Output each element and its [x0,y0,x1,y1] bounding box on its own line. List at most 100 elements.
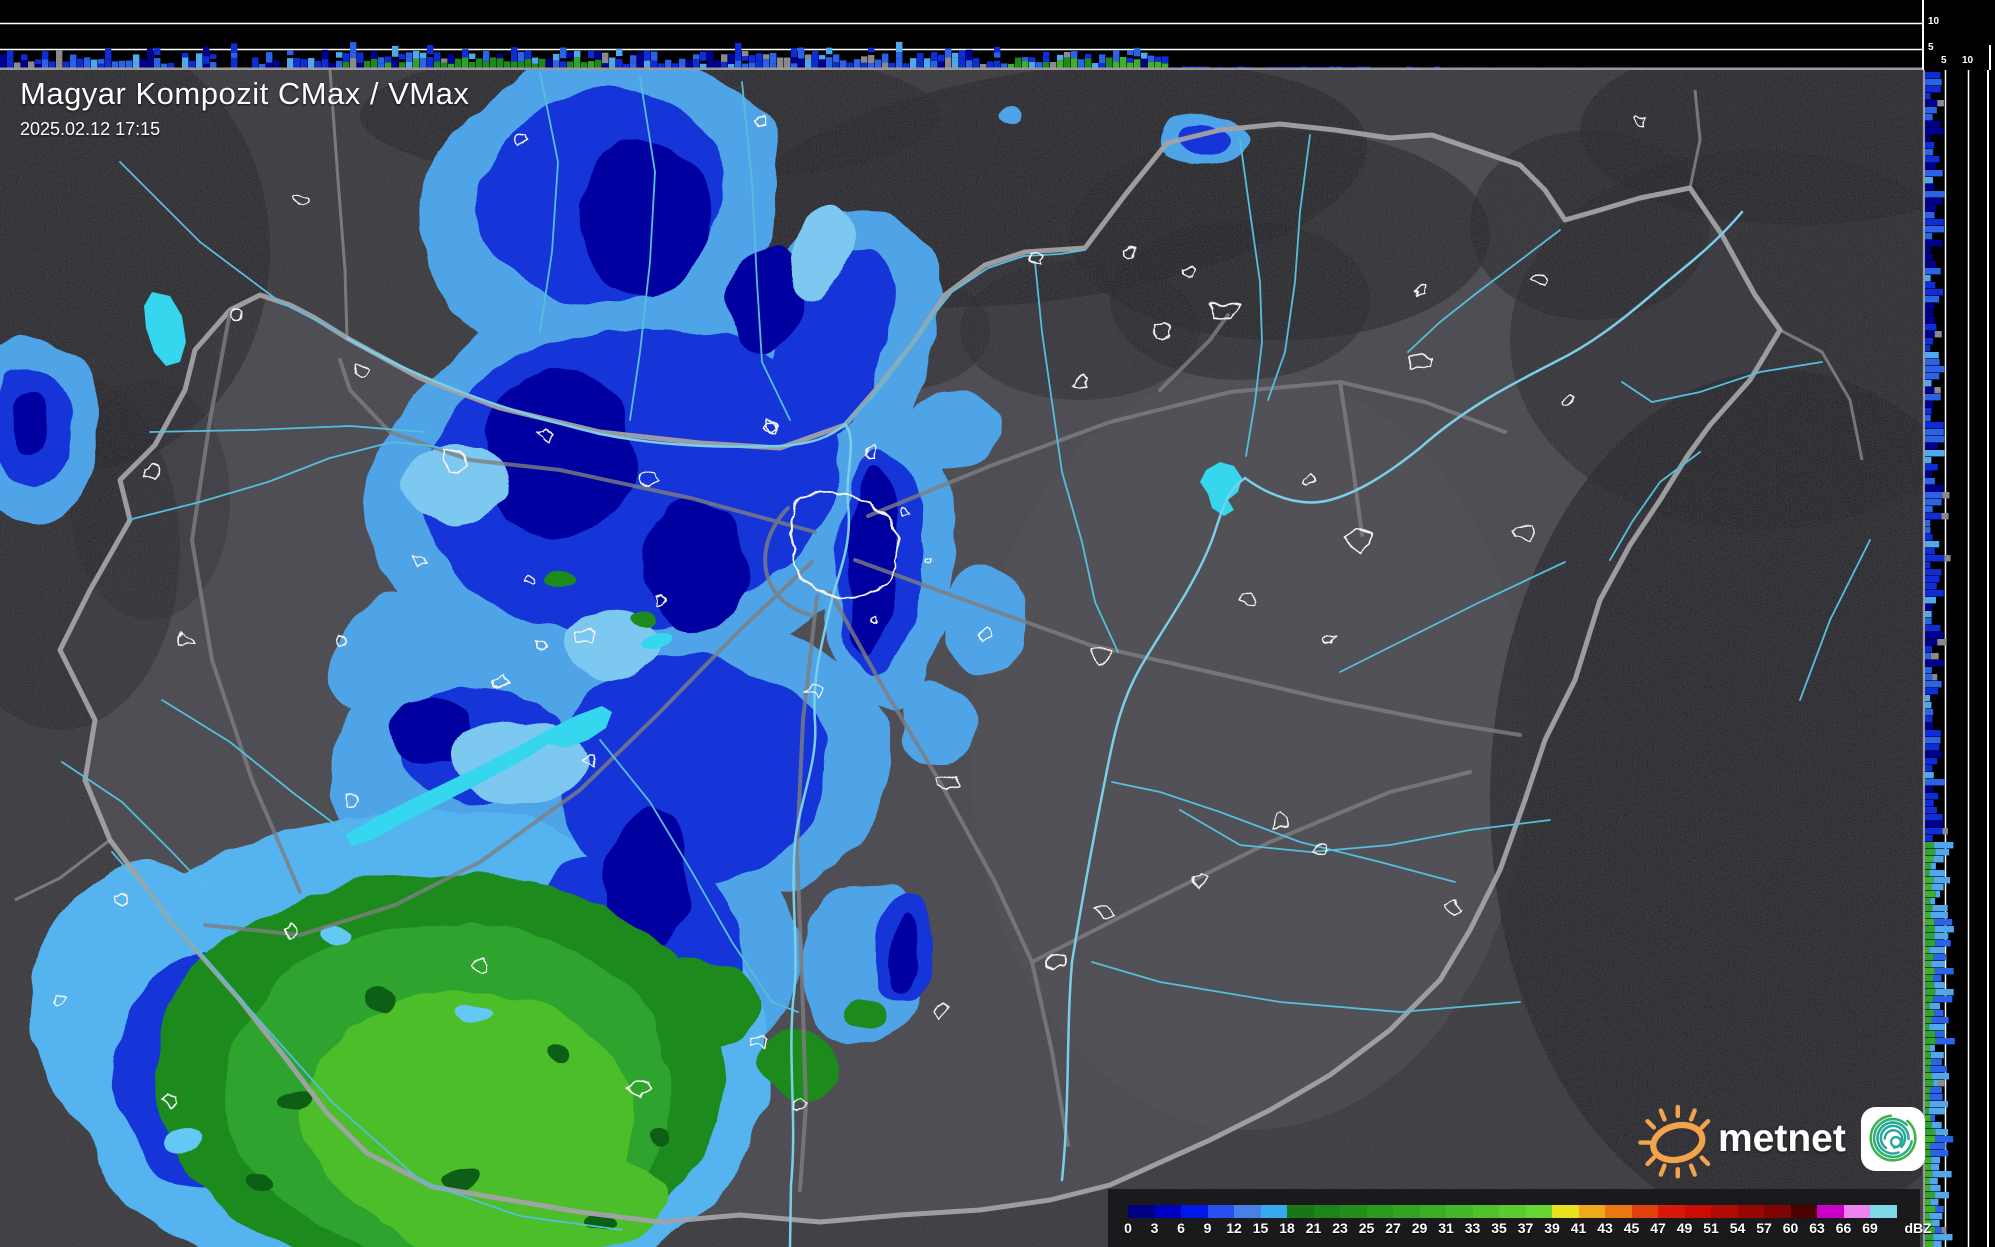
dbz-label-18: 18 [1279,1220,1295,1236]
city-outline [354,363,370,376]
city-budapest [789,491,898,599]
hungary-radar-map [0,0,1922,1247]
echo-lightblue-specks [160,924,485,1153]
dbz-swatch-39 [1552,1205,1579,1218]
dbz-swatch-63 [1817,1205,1844,1218]
dbz-swatch-29 [1419,1205,1446,1218]
city-outline [1562,395,1576,406]
dbz-swatch-27 [1393,1205,1420,1218]
city-outline [1045,952,1066,973]
right-axis-label-10: 10 [1962,55,1974,66]
dbz-swatch-6 [1181,1205,1208,1218]
city-outline [753,115,766,126]
frame-edge [1989,45,1991,70]
metnet-app-icon [1860,1106,1925,1172]
page-title: Magyar Kompozit CMax / VMax [20,76,470,111]
lakes [144,292,1242,846]
city-outline [514,134,528,147]
dbz-swatch-51 [1711,1205,1738,1218]
dbz-swatch-0 [1128,1205,1155,1218]
main-rivers [345,210,1744,1247]
city-outline [575,627,595,645]
dbz-label-60: 60 [1782,1220,1799,1236]
city-outline [53,994,67,1006]
city-outline [524,576,536,586]
city-outline [410,554,430,568]
dbz-label-49: 49 [1676,1220,1693,1236]
city-outline [1444,898,1463,916]
dbz-swatch-25 [1366,1205,1393,1218]
dbz-swatch-49 [1684,1205,1711,1218]
city-outline [443,449,469,475]
dbz-label-15: 15 [1252,1220,1269,1236]
dbz-color-bar [1128,1205,1897,1218]
dbz-label-54: 54 [1729,1220,1746,1236]
city-outline [1093,904,1116,919]
dbz-label-39: 39 [1544,1220,1560,1236]
dbz-swatch-33 [1472,1205,1499,1218]
echo-dark-blue [6,140,920,995]
city-outline [1511,524,1536,542]
sun-icon [1638,1104,1711,1179]
roads [189,310,1522,1192]
dbz-label-45: 45 [1623,1220,1640,1236]
city-outline [761,421,776,434]
dbz-swatch-12 [1234,1205,1261,1218]
city-outline [535,427,555,443]
city-outline [491,675,511,688]
metnet-logo: metnet [1636,1096,1926,1182]
city-outline [1091,646,1112,666]
city-outline [534,638,548,651]
dbz-label-9: 9 [1203,1220,1212,1236]
dbz-swatch-21 [1313,1205,1340,1218]
axis-corner: 10 5 5 10 [1922,0,1995,70]
city-outline [925,556,934,564]
dbz-swatch-60 [1790,1205,1817,1218]
city-outline [1271,811,1289,831]
dbz-label-12: 12 [1226,1220,1242,1236]
rivers [61,71,1871,1231]
city-outline [898,506,913,518]
city-outline [1322,635,1338,646]
dbz-swatch-57 [1764,1205,1791,1218]
dbz-label-0: 0 [1124,1220,1132,1236]
city-outline [1409,353,1433,369]
city-outline [1414,284,1427,297]
city-outline [1343,528,1374,555]
dbz-label-35: 35 [1491,1220,1507,1236]
lake-balaton [345,706,612,846]
city-outlines [53,113,1647,1113]
city-outline [581,754,597,768]
title-block: Magyar Kompozit CMax / VMax 2025.02.12 1… [20,76,469,140]
dbz-label-25: 25 [1358,1220,1375,1236]
city-outline [978,626,991,642]
top-axis-label-5: 5 [1928,42,1934,53]
map-area [0,0,1922,1247]
dbz-legend: 0 3 6 9 12 15 18 21 23 25 27 29 31 33 35 37 39 41 43 45 47 49… [1108,1189,1932,1247]
right-cross-section [1922,70,1995,1247]
city-outline [937,775,961,792]
dbz-swatch-35 [1499,1205,1526,1218]
city-outline [1027,252,1044,266]
dbz-label-3: 3 [1150,1220,1159,1236]
river-danube [345,336,853,1247]
lake-ferto [144,292,186,366]
city-outline [655,595,667,606]
city-outline [1313,844,1327,856]
dbz-swatch-9 [1207,1205,1234,1218]
dbz-swatch-66 [1843,1205,1870,1218]
city-outline [1302,473,1317,487]
dbz-swatch-31 [1446,1205,1473,1218]
city-outline [804,684,823,699]
city-outline [292,193,309,207]
dbz-label-37: 37 [1517,1220,1534,1236]
city-outline [335,634,348,646]
city-outline [934,1002,949,1019]
dbz-label-51: 51 [1703,1220,1719,1236]
dbz-label-57: 57 [1756,1220,1772,1236]
city-outline [1124,246,1136,259]
dbz-label-47: 47 [1650,1220,1666,1236]
city-outline [1152,323,1171,340]
city-outline [864,444,876,460]
